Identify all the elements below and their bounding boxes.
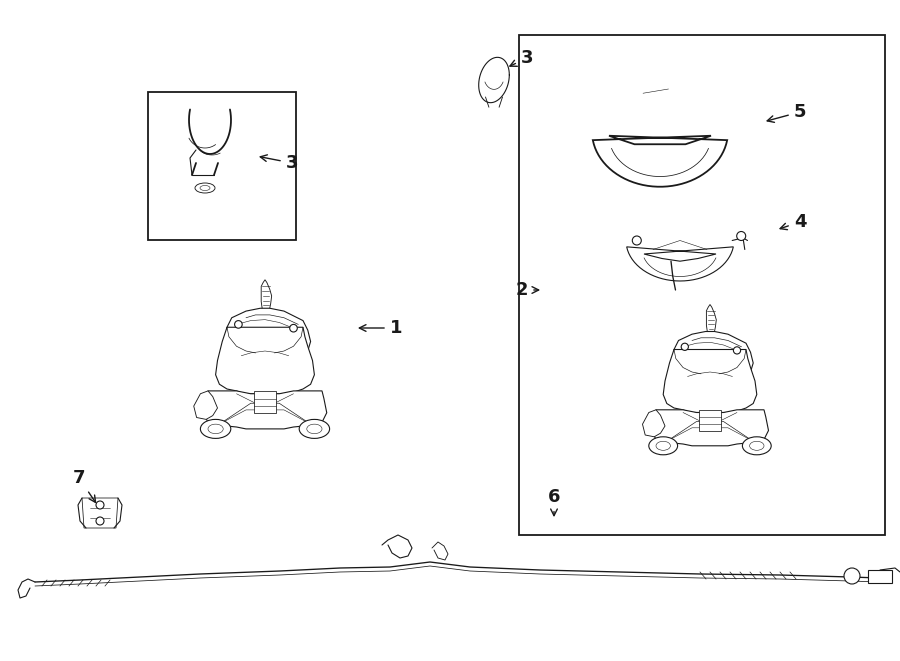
Polygon shape — [216, 327, 314, 394]
Circle shape — [844, 568, 860, 584]
Ellipse shape — [649, 437, 678, 455]
Polygon shape — [254, 391, 276, 412]
Polygon shape — [663, 350, 757, 412]
Text: 4: 4 — [780, 213, 806, 231]
Circle shape — [235, 321, 242, 329]
Polygon shape — [643, 410, 665, 437]
Polygon shape — [203, 391, 327, 429]
Polygon shape — [652, 410, 769, 446]
Text: 3: 3 — [510, 49, 533, 67]
Text: 7: 7 — [73, 469, 95, 502]
Circle shape — [96, 517, 104, 525]
Ellipse shape — [307, 424, 322, 434]
Text: 5: 5 — [767, 103, 806, 122]
Circle shape — [96, 501, 104, 509]
Circle shape — [737, 231, 746, 241]
Ellipse shape — [200, 186, 210, 190]
Ellipse shape — [656, 442, 670, 450]
Circle shape — [633, 236, 642, 245]
Polygon shape — [225, 308, 310, 356]
Polygon shape — [868, 570, 892, 583]
Bar — [519, 35, 885, 535]
Polygon shape — [261, 280, 272, 318]
Polygon shape — [593, 136, 727, 186]
Circle shape — [681, 343, 688, 350]
Text: 3: 3 — [260, 154, 298, 172]
Text: 2: 2 — [516, 281, 539, 299]
Polygon shape — [699, 410, 721, 430]
Ellipse shape — [299, 419, 329, 438]
Ellipse shape — [195, 183, 215, 193]
Ellipse shape — [742, 437, 771, 455]
Ellipse shape — [208, 424, 223, 434]
Polygon shape — [672, 332, 753, 377]
Polygon shape — [82, 498, 118, 528]
Ellipse shape — [750, 442, 764, 450]
Polygon shape — [626, 247, 734, 281]
Bar — [148, 92, 296, 240]
Ellipse shape — [201, 419, 230, 438]
Text: 1: 1 — [359, 319, 402, 337]
Text: 6: 6 — [548, 488, 560, 516]
Polygon shape — [194, 391, 218, 419]
Polygon shape — [706, 305, 716, 340]
Circle shape — [734, 347, 741, 354]
Circle shape — [290, 325, 297, 332]
